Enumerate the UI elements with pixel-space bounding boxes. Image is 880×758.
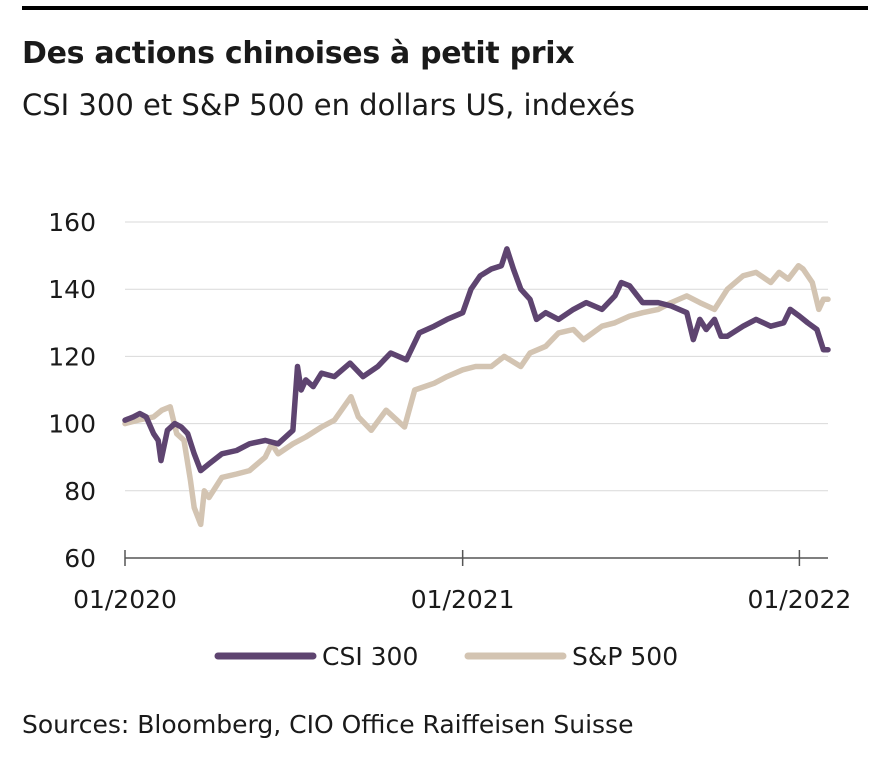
- legend-label: CSI 300: [322, 642, 418, 671]
- series-line-csi-300: [122, 246, 831, 474]
- gridlines: [125, 221, 828, 492]
- legend-label: S&P 500: [572, 642, 678, 671]
- x-tick-label: 01/2022: [747, 585, 851, 614]
- y-tick-label: 120: [48, 342, 96, 371]
- y-tick-label: 80: [64, 477, 96, 506]
- legend: CSI 300 S&P 500: [214, 642, 678, 671]
- x-tick-label: 01/2021: [411, 585, 515, 614]
- line-chart: 01/2020 01/2021 01/2022 60 80 100 120 140 160 C…: [48, 208, 851, 671]
- y-axis-labels: 60 80 100 120 140 160: [48, 208, 96, 573]
- x-tick-label: 01/2020: [73, 585, 177, 614]
- chart-title: Des actions chinoises à petit prix: [22, 36, 575, 71]
- source-note: Sources: Bloomberg, CIO Office Raiffeise…: [22, 710, 634, 739]
- x-axis: 01/2020 01/2021 01/2022: [73, 550, 851, 614]
- series-line-s-p-500: [122, 262, 831, 528]
- y-tick-label: 100: [48, 410, 96, 439]
- chart-subtitle: CSI 300 et S&P 500 en dollars US, indexé…: [22, 88, 635, 122]
- y-tick-label: 60: [64, 544, 96, 573]
- y-tick-label: 160: [48, 208, 96, 237]
- top-rule: [22, 6, 868, 10]
- y-tick-label: 140: [48, 275, 96, 304]
- series-lines: [122, 246, 831, 528]
